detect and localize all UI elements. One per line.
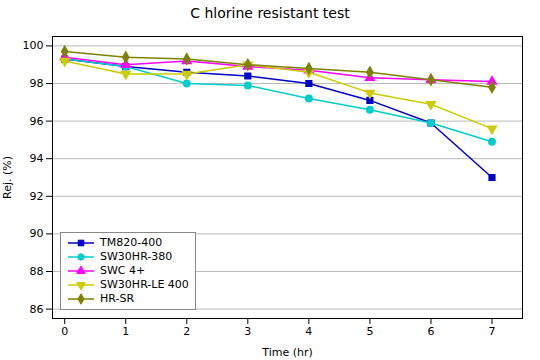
svg-text:7: 7 xyxy=(488,325,495,338)
svg-text:94: 94 xyxy=(30,152,44,165)
html-text:HR-SR: HR-SR xyxy=(100,292,135,305)
svg-text:100: 100 xyxy=(23,39,44,52)
svg-text:1: 1 xyxy=(122,325,129,338)
svg-text:3: 3 xyxy=(244,325,251,338)
svg-text:2: 2 xyxy=(183,325,190,338)
svg-text:92: 92 xyxy=(30,190,44,203)
html-text:SW30HR-380: SW30HR-380 xyxy=(100,250,173,263)
svg-text:Time (hr): Time (hr) xyxy=(261,346,313,359)
svg-text:4: 4 xyxy=(305,325,312,338)
svg-text:98: 98 xyxy=(30,77,44,90)
svg-text:0: 0 xyxy=(61,325,68,338)
html-text:C hlorine resistant test: C hlorine resistant test xyxy=(190,5,350,21)
html-text:SWC 4+: SWC 4+ xyxy=(100,264,146,277)
svg-text:90: 90 xyxy=(30,227,44,240)
html-text:TM820-400: TM820-400 xyxy=(100,236,163,249)
svg-text:5: 5 xyxy=(366,325,373,338)
html-text:SW30HR-LE 400: SW30HR-LE 400 xyxy=(100,278,189,291)
svg-text:6: 6 xyxy=(427,325,434,338)
svg-text:Rej. (%): Rej. (%) xyxy=(1,156,14,199)
svg-text:88: 88 xyxy=(30,265,44,278)
svg-text:86: 86 xyxy=(30,303,44,316)
svg-text:96: 96 xyxy=(30,115,44,128)
